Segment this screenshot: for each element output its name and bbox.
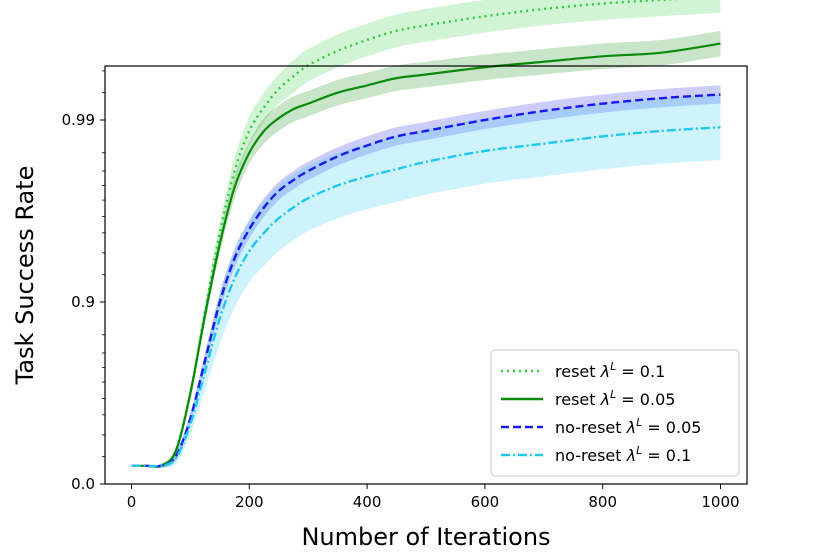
legend-label-2: reset λL = 0.05 bbox=[555, 388, 675, 409]
x-tick-label: 200 bbox=[235, 493, 264, 511]
legend-label-4: no-reset λL = 0.1 bbox=[555, 444, 691, 465]
legend-label-3: no-reset λL = 0.05 bbox=[555, 416, 701, 437]
y-tick-label: 0.99 bbox=[62, 111, 95, 129]
plot-frame bbox=[104, 65, 748, 485]
series-lines bbox=[131, 0, 721, 469]
y-tick-label: 0.9 bbox=[71, 293, 95, 311]
x-tick-label: 400 bbox=[353, 493, 382, 511]
line-series-1 bbox=[131, 0, 680, 469]
x-tick-label: 0 bbox=[127, 493, 137, 511]
x-tick-label: 600 bbox=[471, 493, 500, 511]
x-tick-label: 800 bbox=[588, 493, 617, 511]
legend-box bbox=[490, 349, 740, 477]
line-series-3 bbox=[131, 93, 721, 468]
y-tick-label: 0.0 bbox=[71, 475, 95, 493]
legend-label-1: reset λL = 0.1 bbox=[555, 360, 665, 381]
x-axis-title: Number of Iterations bbox=[301, 523, 550, 551]
confidence-bands bbox=[131, 0, 721, 469]
legend: reset λL = 0.1 reset λL = 0.05 no-reset λL… bbox=[490, 349, 740, 477]
line-series-2 bbox=[131, 42, 721, 468]
band-series-4 bbox=[131, 94, 721, 468]
y-axis-title: Task Success Rate bbox=[11, 166, 39, 386]
x-tick-label: 1000 bbox=[701, 493, 739, 511]
axis-ticks: 0 200 400 600 800 1000 0.0 0.9 0.99 bbox=[62, 70, 740, 511]
